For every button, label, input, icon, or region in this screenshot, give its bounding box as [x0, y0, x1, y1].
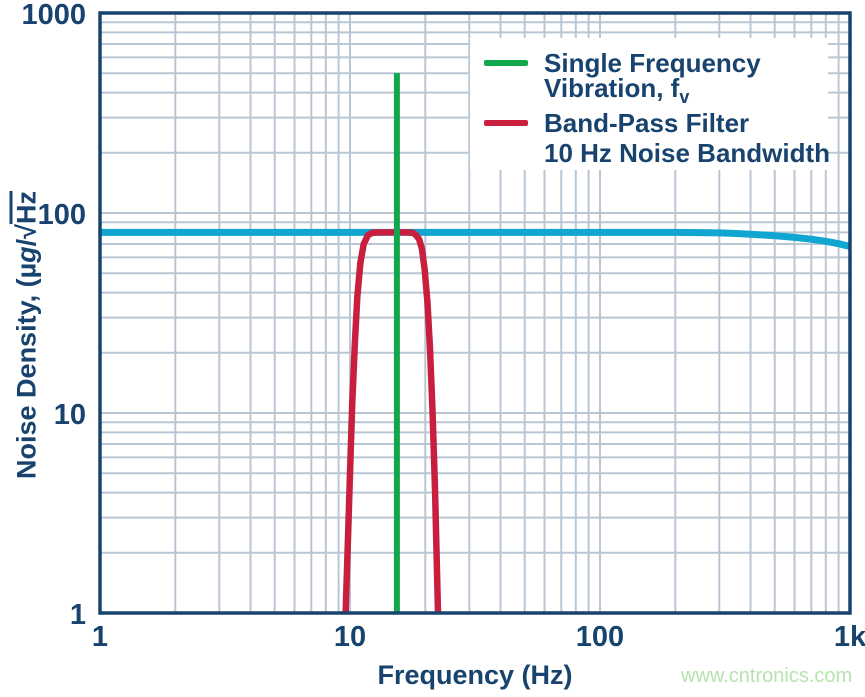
x-tick-label-1: 1	[92, 621, 108, 653]
x-tick-label-100: 100	[576, 621, 624, 653]
subscript-v: v	[679, 87, 690, 108]
x-tick-label-1k: 1k	[834, 621, 865, 653]
watermark: www.cntronics.com	[681, 665, 853, 687]
legend-label: Single Frequency	[544, 48, 761, 78]
legend-item-single-frequency-line2: Vibration, fv	[470, 73, 828, 108]
sqrt-radical: √	[11, 224, 42, 239]
legend-label: Band-Pass Filter	[544, 108, 750, 138]
legend-item-band-pass: Band-Pass Filter	[470, 108, 828, 138]
legend-label: Vibration, fv	[544, 73, 690, 108]
y-tick-label-100: 100	[38, 199, 86, 231]
legend-swatch-green	[484, 60, 528, 66]
plot-frame	[98, 11, 852, 615]
x-axis-title: Frequency (Hz)	[377, 660, 573, 690]
x-tick-label-10: 10	[334, 621, 366, 653]
legend-swatch-spacer	[484, 90, 528, 96]
unit-g-italic: g	[11, 246, 42, 263]
legend: Single Frequency Vibration, fv Band-Pass…	[470, 38, 831, 170]
legend-swatch-red	[484, 120, 528, 126]
band-pass-filter-line	[342, 229, 442, 614]
legend-swatch-spacer	[484, 150, 528, 156]
y-axis-title: Noise Density, (µg/√Hz	[9, 191, 43, 479]
legend-item-single-frequency: Single Frequency	[470, 48, 828, 78]
unit-slash: /	[11, 238, 42, 247]
y-tick-label-1000: 1000	[21, 0, 86, 31]
legend-label: 10 Hz Noise Bandwidth	[544, 138, 831, 168]
legend-item-band-pass-line2: 10 Hz Noise Bandwidth	[470, 138, 831, 168]
y-axis-title-text: Noise Density, (µ	[11, 262, 42, 479]
y-tick-label-10: 10	[54, 399, 86, 431]
sqrt-hz-overline: Hz	[9, 191, 42, 225]
noise-density-curve-line	[100, 228, 851, 250]
y-tick-label-1: 1	[70, 599, 86, 631]
